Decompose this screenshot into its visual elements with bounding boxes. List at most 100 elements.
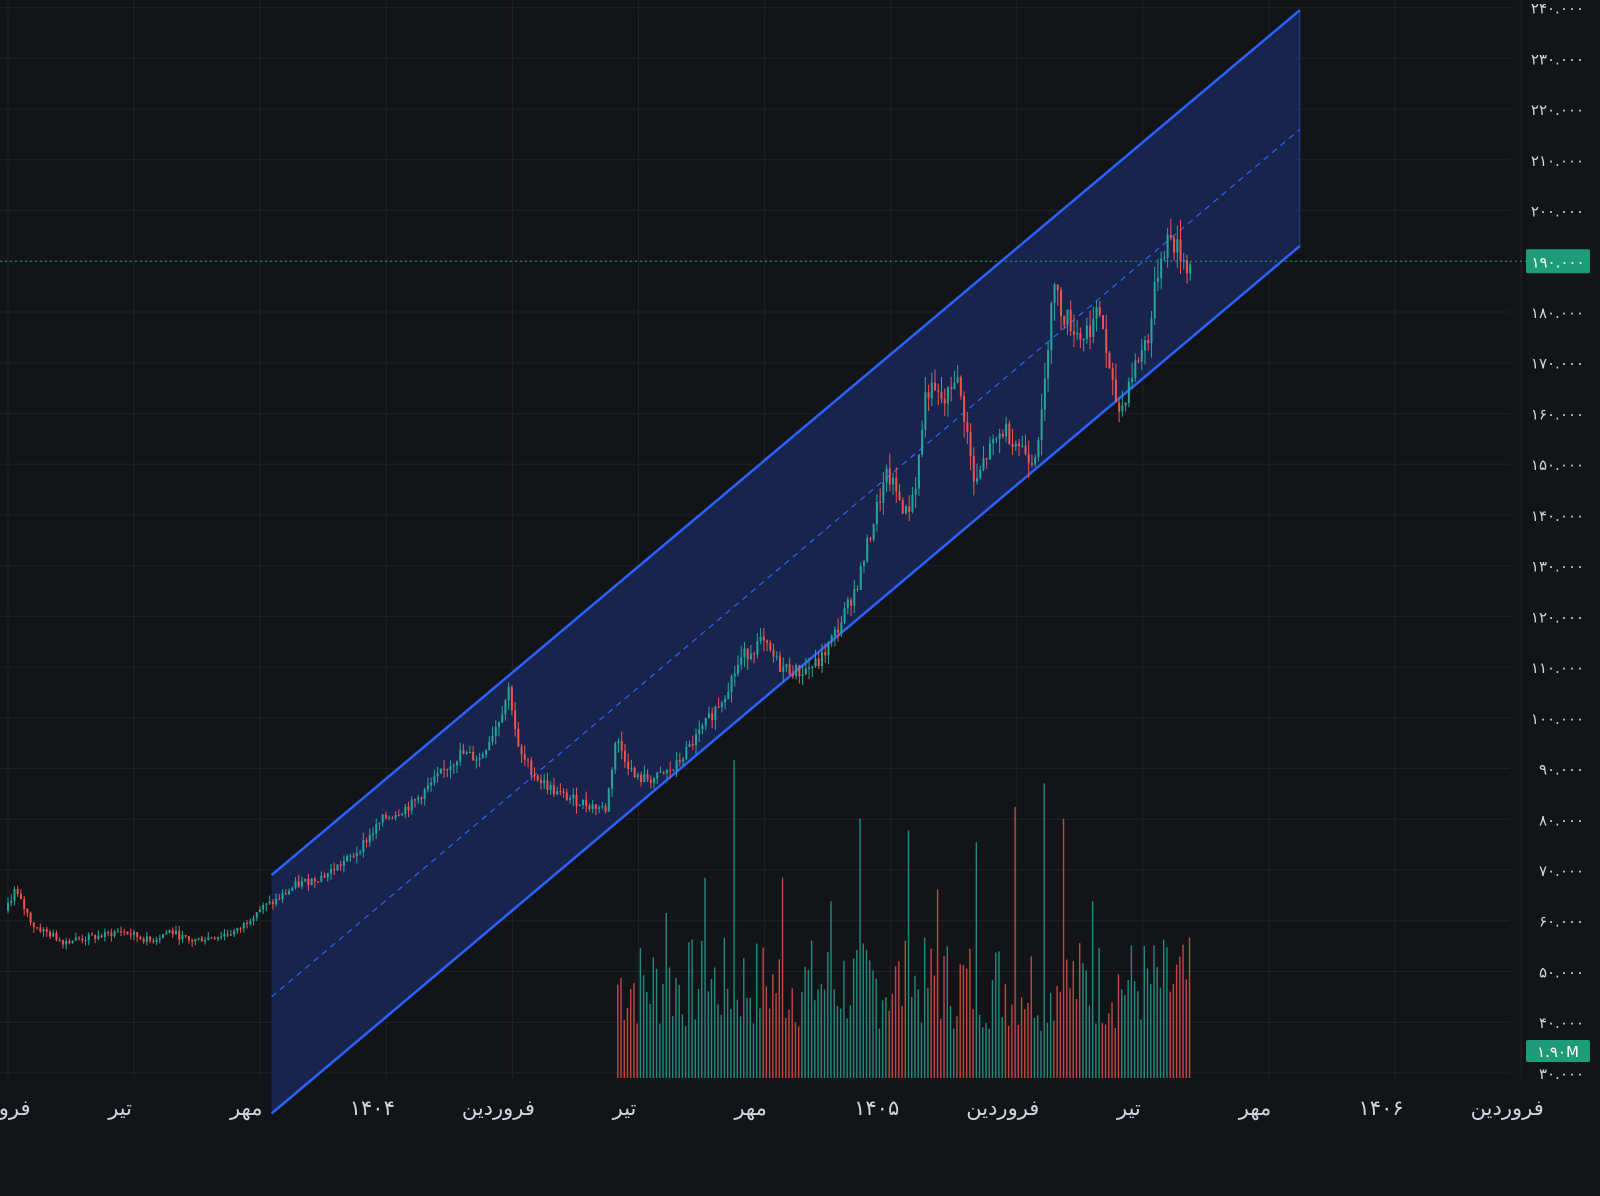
volume-bar xyxy=(1091,901,1094,1078)
candle-body xyxy=(216,937,219,940)
candle-body xyxy=(808,667,811,669)
volume-bar xyxy=(1043,783,1045,1078)
candle-body xyxy=(19,893,22,900)
candle-body xyxy=(1092,318,1095,337)
candle-body xyxy=(352,855,355,857)
volume-bar xyxy=(1030,956,1032,1078)
candle-body xyxy=(801,674,804,677)
volume-bar xyxy=(1007,1025,1010,1078)
candle-body xyxy=(249,920,252,925)
candle-body xyxy=(1056,284,1059,291)
candle-body xyxy=(711,713,714,721)
candle-body xyxy=(275,899,278,904)
candle-body xyxy=(1131,378,1134,382)
volume-bar xyxy=(862,943,864,1078)
candle-body xyxy=(223,934,226,937)
volume-bar xyxy=(1137,991,1139,1078)
candle-body xyxy=(740,657,743,665)
volume-bar xyxy=(1175,964,1178,1078)
last-price-label: ۱۹۰.۰۰۰ xyxy=(1531,253,1584,271)
volume-bar xyxy=(749,997,751,1078)
candle-body xyxy=(178,930,181,940)
candle-body xyxy=(701,725,704,730)
candle-body xyxy=(439,768,442,774)
candle-body xyxy=(1040,409,1043,440)
candle-body xyxy=(136,932,139,937)
candle-body xyxy=(927,392,930,399)
candle-body xyxy=(972,455,975,482)
candle-body xyxy=(1095,307,1098,319)
volume-bar xyxy=(823,989,826,1078)
volume-bar xyxy=(965,968,968,1078)
candle-body xyxy=(129,933,132,936)
candle-body xyxy=(611,769,614,789)
candle-body xyxy=(475,759,478,761)
candle-body xyxy=(501,714,504,723)
y-tick-label: ۱۸۰.۰۰۰ xyxy=(1531,304,1584,322)
volume-bar xyxy=(956,1016,958,1078)
y-tick-label: ۱۳۰.۰۰۰ xyxy=(1531,558,1584,576)
candle-body xyxy=(846,599,849,609)
candle-body xyxy=(833,629,836,636)
candle-body xyxy=(759,636,762,642)
candle-body xyxy=(921,429,924,455)
candle-body xyxy=(233,930,236,935)
volume-bar xyxy=(1117,974,1120,1078)
volume-bar xyxy=(869,960,871,1078)
candle-body xyxy=(527,759,530,761)
candle-body xyxy=(862,561,865,566)
candle-body xyxy=(297,881,300,887)
candle-body xyxy=(782,666,785,672)
x-tick-label: فروردین xyxy=(1471,1096,1544,1120)
candle-body xyxy=(546,780,549,790)
volume-bar xyxy=(1111,1002,1113,1078)
candle-body xyxy=(1076,332,1079,335)
volume-bar xyxy=(1062,818,1065,1078)
volume-bar xyxy=(1098,947,1100,1078)
volume-bar xyxy=(1172,983,1175,1078)
volume-bar xyxy=(668,967,671,1078)
candle-body xyxy=(830,635,833,643)
candle-body xyxy=(617,740,620,744)
y-tick-label: ۲۴۰.۰۰۰ xyxy=(1531,0,1584,18)
candle-body xyxy=(988,443,991,460)
candle-body xyxy=(375,824,378,834)
candle-body xyxy=(607,788,610,812)
candle-body xyxy=(284,893,287,895)
volume-bar xyxy=(1169,991,1171,1078)
candle-body xyxy=(630,768,633,770)
volume-bar xyxy=(911,996,913,1078)
candle-body xyxy=(998,433,1001,439)
volume-bar xyxy=(684,1026,687,1078)
volume-bar xyxy=(875,978,877,1078)
candle-body xyxy=(627,761,630,769)
candle-body xyxy=(1127,381,1130,403)
volume-bar xyxy=(1001,1017,1003,1078)
volume-bar xyxy=(991,980,994,1078)
candle-body xyxy=(1034,457,1037,465)
candle-body xyxy=(372,833,375,835)
candle-body xyxy=(717,707,720,709)
volume-bar xyxy=(743,957,745,1078)
volume-bar xyxy=(717,1004,719,1078)
volume-bar xyxy=(936,889,939,1078)
candle-body xyxy=(359,852,362,854)
candle-body xyxy=(966,421,969,433)
volume-bar xyxy=(704,877,706,1078)
candle-body xyxy=(10,900,13,903)
candle-body xyxy=(300,881,303,887)
volume-bar xyxy=(923,937,926,1078)
volume-bar xyxy=(1075,999,1078,1078)
candle-body xyxy=(1182,260,1185,262)
candle-body xyxy=(892,477,895,485)
candle-body xyxy=(914,488,917,495)
volume-bar xyxy=(846,1018,848,1078)
candle-body xyxy=(313,878,316,882)
volume-badge xyxy=(1526,1040,1590,1062)
volume-bar xyxy=(1130,945,1133,1078)
candle-body xyxy=(162,934,165,939)
candle-body xyxy=(246,922,249,925)
candle-body xyxy=(423,789,426,800)
candle-body xyxy=(200,937,203,942)
